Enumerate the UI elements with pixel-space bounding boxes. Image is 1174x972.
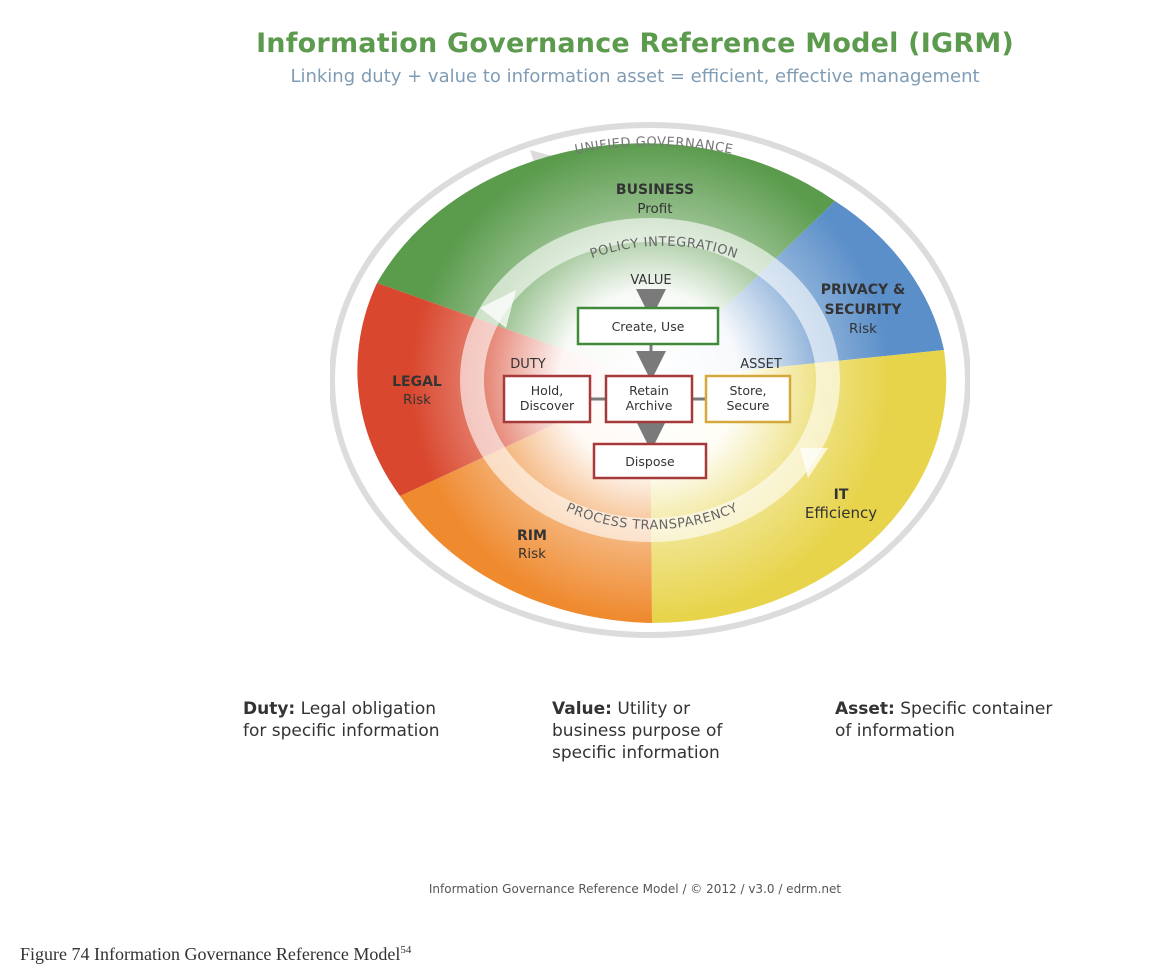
value-term: Value: [552,699,612,719]
inner-ring-arrow-right [800,448,828,478]
value-label: VALUE [630,273,671,288]
privacy-sub: Risk [849,321,877,337]
business-label: BUSINESS [616,182,694,198]
retain-label-1: Retain [629,383,669,398]
value-line-3: specific information [552,743,720,763]
diagram-title: Information Governance Reference Model (… [256,28,1014,59]
create-use-label: Create, Use [612,319,685,334]
dispose-label: Dispose [625,454,675,469]
rim-label: RIM [517,528,547,544]
it-sub: Efficiency [805,504,877,522]
duty-definition: Duty: Legal obligation for specific info… [243,698,440,742]
asset-definition: Asset: Specific container of information [835,698,1052,742]
value-line-2: business purpose of [552,721,723,741]
value-definition: Value: Utility or business purpose of sp… [552,698,722,764]
duty-line-1: Legal obligation [295,699,437,719]
hold-label-1: Hold, [531,383,563,398]
create-use-box [576,306,720,346]
igrm-diagram: UNIFIED GOVERNANCE POLICY INTEGRATION PR… [330,122,970,638]
unified-governance-ring [330,122,970,638]
duty-line-2: for specific information [243,721,440,741]
legal-sub: Risk [403,392,431,408]
inner-ring-arrow-left [480,290,516,328]
diagram-subtitle: Linking duty + value to information asse… [290,66,980,87]
figure-caption: Figure 74 Information Governance Referen… [20,944,411,965]
legal-label: LEGAL [392,374,442,390]
rim-sub: Risk [518,546,546,562]
caption-footnote: 54 [400,944,412,956]
privacy-label-2: SECURITY [825,302,903,318]
business-sub: Profit [637,201,672,217]
retain-label-2: Archive [626,398,673,413]
asset-term: Asset: [835,699,895,719]
hold-label-2: Discover [520,398,575,413]
store-label-2: Secure [727,398,770,413]
duty-term: Duty: [243,699,296,719]
copyright-line: Information Governance Reference Model /… [428,882,842,896]
asset-line-2: of information [835,721,955,741]
asset-line-1: Specific container [894,699,1053,719]
dispose-box [592,442,708,480]
caption-text: Figure 74 Information Governance Referen… [20,944,401,964]
duty-label: DUTY [510,357,545,372]
store-secure-box [704,374,792,424]
it-label: IT [834,487,849,503]
asset-label: ASSET [740,357,782,372]
store-label-1: Store, [729,383,766,398]
hold-discover-box [502,374,592,424]
retain-archive-box [604,374,694,424]
value-line-1: Utility or [611,699,691,719]
policy-process-ring [460,218,840,542]
privacy-label-1: PRIVACY & [821,282,905,298]
